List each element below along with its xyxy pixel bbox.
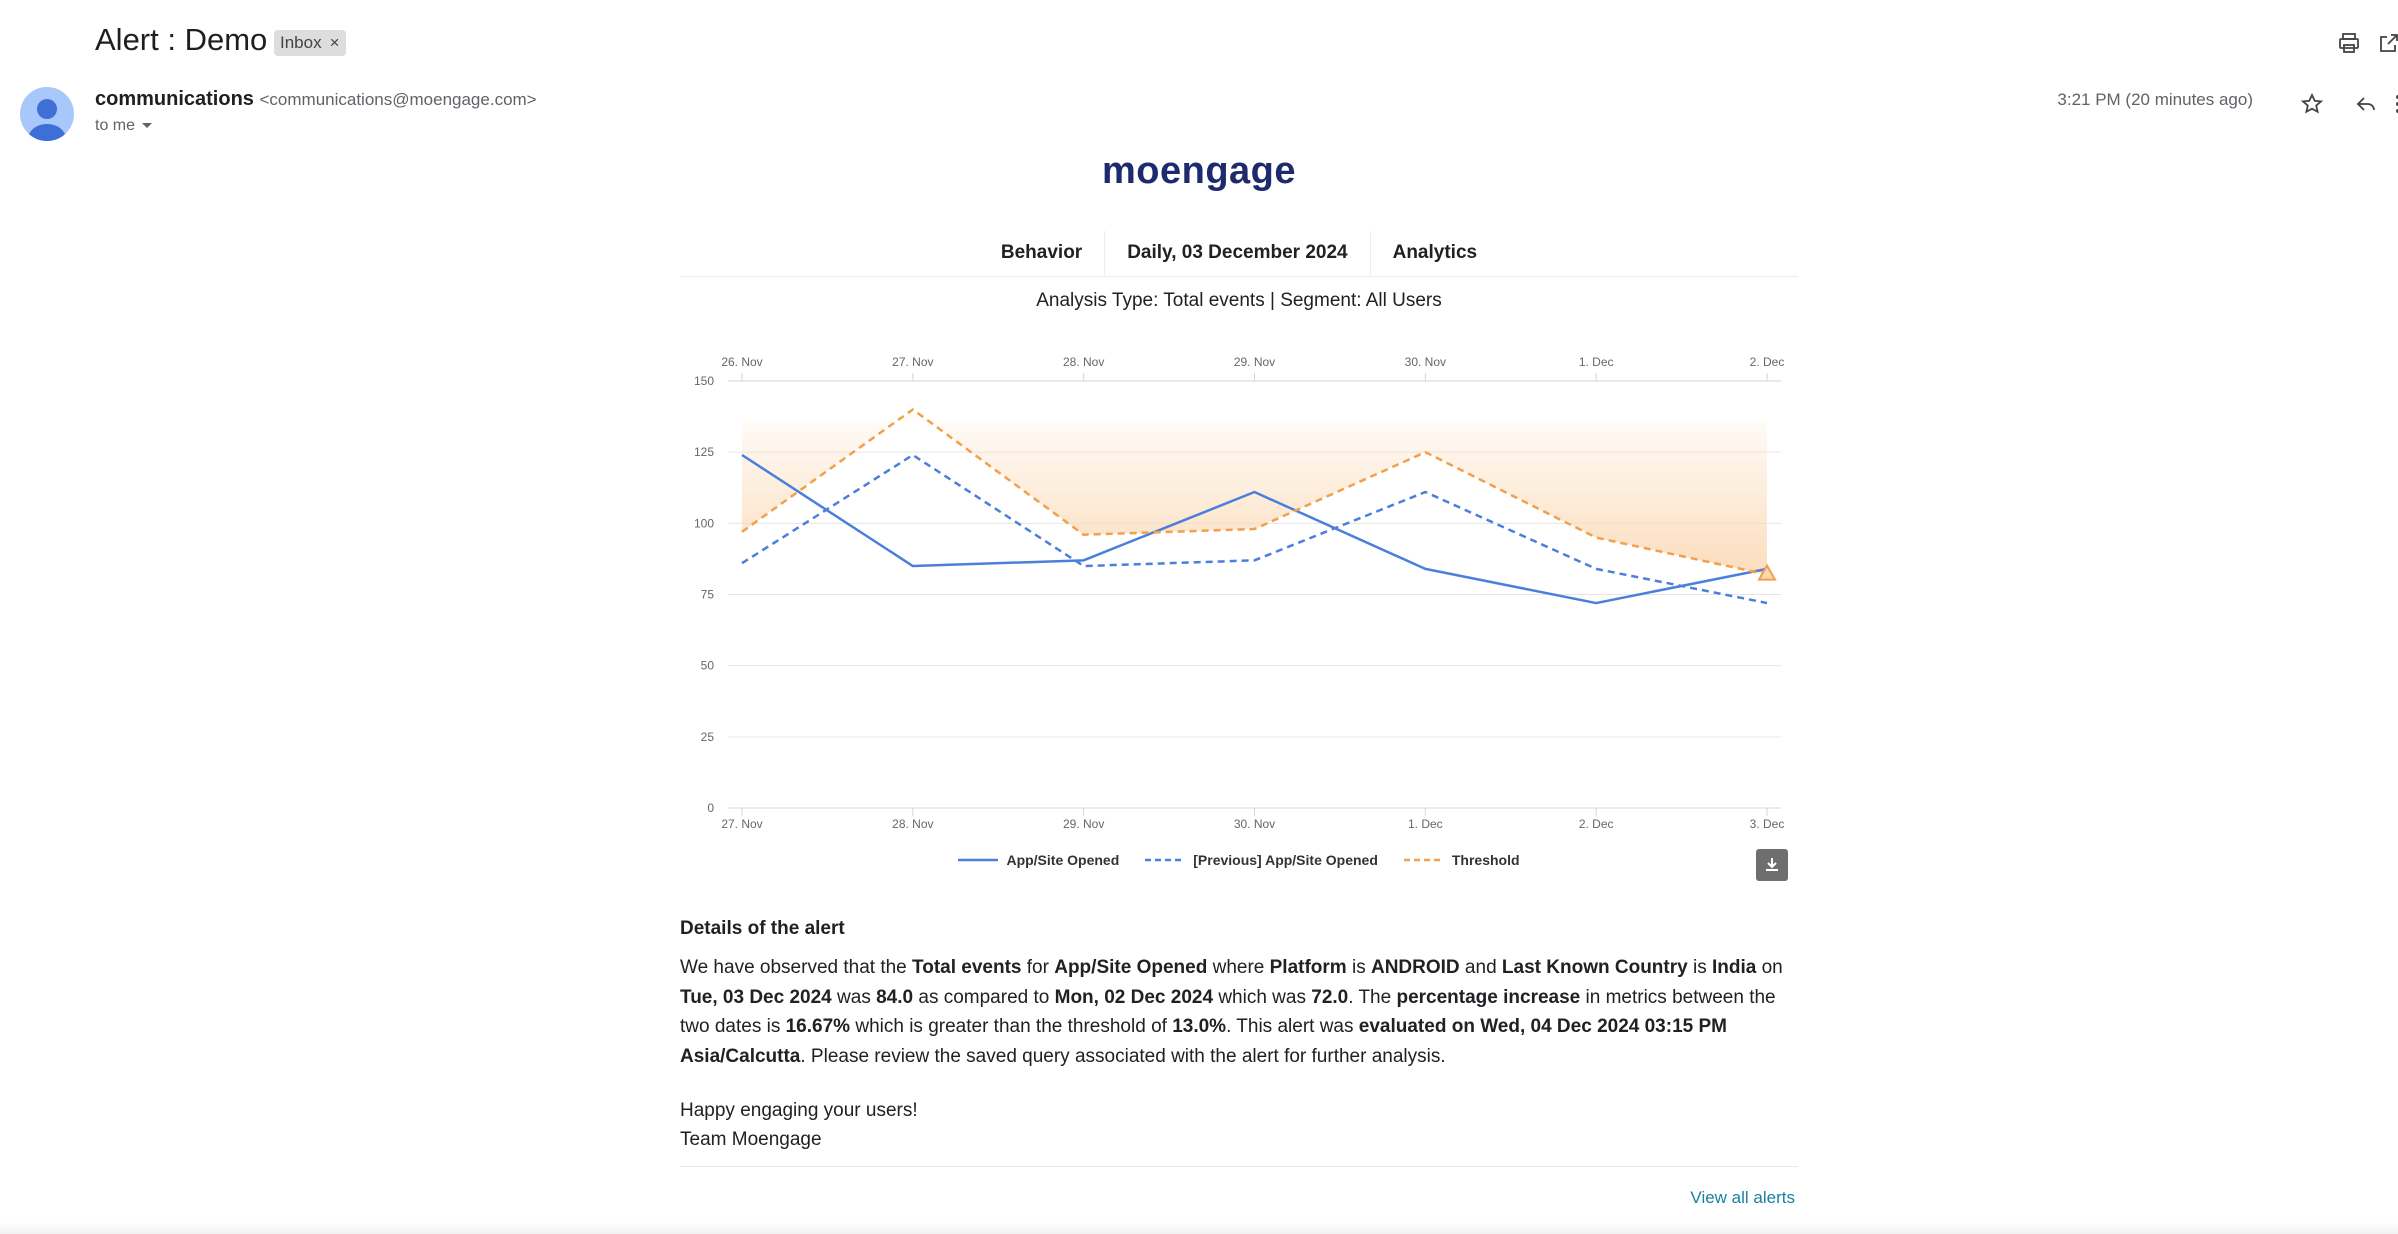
- sender-address: <communications@moengage.com>: [259, 90, 537, 109]
- tab-divider: [1369, 231, 1371, 275]
- open-new-window-icon[interactable]: [2374, 28, 2398, 58]
- x-top-tick-label: 26. Nov: [721, 355, 762, 369]
- chart-legend: App/Site Opened [Previous] App/Site Open…: [680, 852, 1798, 868]
- star-icon[interactable]: [2296, 88, 2328, 120]
- reply-icon[interactable]: [2350, 88, 2382, 120]
- inbox-label-text: Inbox: [280, 33, 322, 52]
- legend-item-current[interactable]: App/Site Opened: [958, 852, 1119, 868]
- sender-name: communications: [95, 88, 254, 110]
- x-top-tick-label: 1. Dec: [1579, 355, 1614, 369]
- x-top-tick-label: 28. Nov: [1063, 355, 1104, 369]
- tab-behavior: Behavior: [1000, 242, 1083, 263]
- tab-analytics: Analytics: [1392, 242, 1478, 263]
- email-subject: Alert : Demo: [95, 22, 268, 57]
- x-tick-label: 29. Nov: [1063, 817, 1104, 831]
- download-chart-button[interactable]: [1756, 849, 1788, 881]
- x-top-tick-label: 29. Nov: [1234, 355, 1275, 369]
- x-tick-label: 28. Nov: [892, 817, 933, 831]
- recipient-toggle[interactable]: to me: [95, 117, 153, 135]
- series-line-threshold: [741, 408, 1768, 576]
- legend-label-current: App/Site Opened: [1006, 852, 1120, 868]
- more-options-icon[interactable]: [2382, 88, 2398, 120]
- divider: [680, 1166, 1798, 1167]
- tab-date: Daily, 03 December 2024: [1127, 242, 1348, 263]
- y-tick-label: 75: [701, 588, 715, 602]
- legend-label-previous: [Previous] App/Site Opened: [1193, 852, 1378, 868]
- email-time: 3:21 PM (20 minutes ago): [2057, 90, 2253, 109]
- tab-divider: [1104, 231, 1106, 275]
- y-tick-label: 25: [701, 730, 715, 744]
- chevron-down-icon: [142, 123, 153, 128]
- y-tick-label: 0: [707, 801, 714, 815]
- x-tick-label: 1. Dec: [1408, 817, 1443, 831]
- moengage-logo: moengage: [1101, 150, 1297, 192]
- x-tick-label: 2. Dec: [1579, 817, 1614, 831]
- legend-item-threshold[interactable]: Threshold: [1403, 852, 1520, 868]
- signature: Team Moengage: [680, 1129, 822, 1150]
- y-tick-label: 150: [694, 374, 714, 388]
- report-tabs: Behavior Daily, 03 December 2024 Analyti…: [680, 230, 1798, 277]
- x-top-tick-label: 27. Nov: [892, 355, 933, 369]
- print-icon[interactable]: [2334, 28, 2364, 58]
- x-tick-label: 3. Dec: [1750, 817, 1785, 831]
- legend-label-threshold: Threshold: [1451, 852, 1520, 868]
- closing-line: Happy engaging your users!: [680, 1100, 918, 1121]
- x-tick-label: 30. Nov: [1234, 817, 1275, 831]
- sender-avatar: [20, 87, 74, 141]
- x-top-tick-label: 30. Nov: [1405, 355, 1446, 369]
- alert-details-paragraph: We have observed that the Total events f…: [680, 957, 1783, 1067]
- y-tick-label: 100: [694, 516, 714, 530]
- legend-item-previous[interactable]: [Previous] App/Site Opened: [1145, 852, 1378, 868]
- remove-label-icon[interactable]: ×: [329, 33, 340, 52]
- download-icon: [1766, 858, 1778, 871]
- y-tick-label: 50: [701, 659, 715, 673]
- y-tick-label: 125: [694, 445, 714, 459]
- trend-chart: 0 25 50 75 100 125 150 27. Nov 28. Nov 29. Nov 30.…: [694, 355, 1785, 831]
- x-tick-label: 27. Nov: [721, 817, 762, 831]
- recipient-text: to me: [95, 117, 136, 134]
- x-top-tick-label: 2. Dec: [1750, 355, 1785, 369]
- sender: communications <communications@moengage.…: [95, 88, 537, 111]
- inbox-label[interactable]: Inbox ×: [274, 30, 346, 56]
- series-line-current: [741, 453, 1768, 605]
- view-all-alerts-link[interactable]: View all alerts: [1690, 1188, 1795, 1207]
- details-heading: Details of the alert: [680, 918, 845, 939]
- bottom-edge: [0, 1222, 2398, 1234]
- series-line-previous: [741, 453, 1768, 605]
- alert-marker: [1757, 563, 1777, 581]
- analysis-type: Analysis Type: Total events | Segment: A…: [1036, 290, 1442, 311]
